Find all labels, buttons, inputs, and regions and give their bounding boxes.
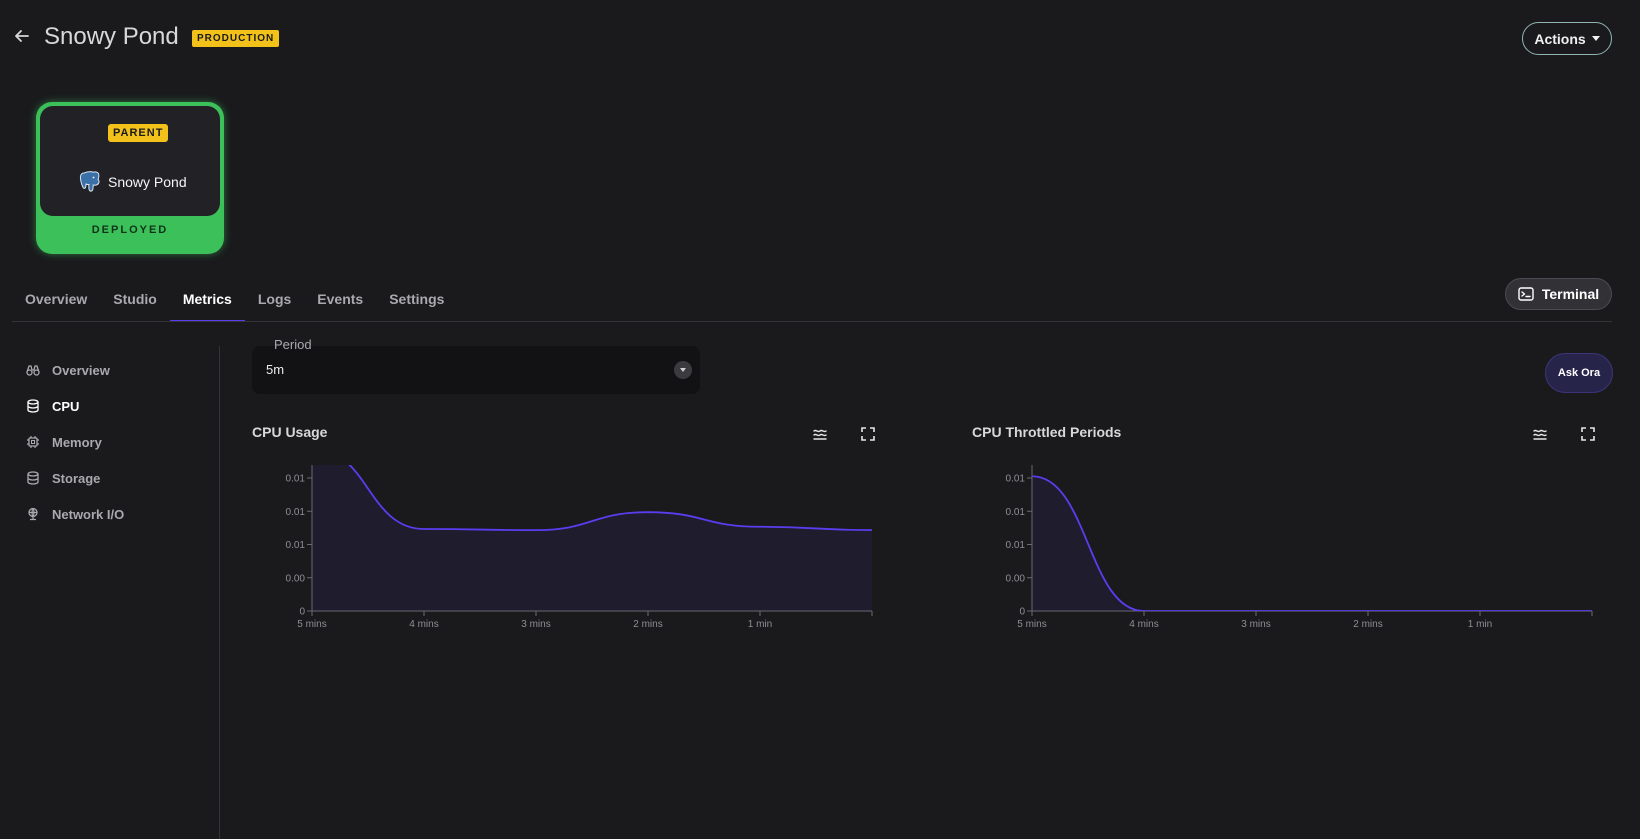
terminal-icon — [1518, 287, 1534, 301]
side-nav-label: Storage — [52, 470, 101, 486]
chart-expand-button[interactable] — [1574, 420, 1602, 448]
chart-title: CPU Usage — [252, 424, 328, 440]
approx-lines-icon — [1533, 429, 1547, 440]
terminal-button[interactable]: Terminal — [1505, 278, 1612, 310]
y-tick-label: 0.01 — [286, 474, 306, 485]
tab-metrics[interactable]: Metrics — [169, 284, 245, 322]
period-value: 5m — [266, 362, 285, 377]
expand-icon — [861, 427, 875, 441]
ask-ora-button[interactable]: Ask Ora — [1545, 353, 1613, 393]
side-nav-label: CPU — [52, 398, 80, 414]
side-nav-memory[interactable]: Memory — [20, 424, 210, 460]
side-nav-label: Network I/O — [52, 506, 125, 522]
x-tick-label: 5 mins — [1017, 619, 1046, 630]
period-label: Period — [274, 337, 312, 352]
cpu-usage-chart: 0 0.00 0.01 0.01 0.01 5 mins 4 mins 3 mins 2 min… — [286, 465, 873, 630]
x-tick-label: 3 mins — [521, 619, 550, 630]
node-name: Snowy Pond — [108, 174, 187, 190]
page-title: Snowy Pond — [44, 23, 179, 50]
y-tick-label: 0.01 — [1006, 540, 1026, 551]
globe-icon — [28, 507, 38, 521]
node-name-row: Snowy Pond — [78, 170, 187, 194]
chevron-down-icon — [674, 361, 692, 379]
side-nav-overview[interactable]: Overview — [20, 352, 210, 388]
side-nav-network-io[interactable]: Network I/O — [20, 496, 210, 532]
x-tick-label: 3 mins — [1241, 619, 1270, 630]
cpu-throttled-chart-panel: CPU Throttled Periods 0 0.00 0.01 0.01 0.01 5… — [972, 420, 1612, 640]
x-tick-label: 4 mins — [409, 619, 438, 630]
tabs-divider — [12, 321, 1612, 322]
y-tick-label: 0.01 — [1006, 507, 1026, 518]
period-select[interactable]: 5m — [252, 346, 700, 394]
metrics-side-nav: Overview CPU Memory Storage Network I/O — [20, 352, 210, 532]
series-area — [312, 465, 872, 611]
y-tick-label: 0 — [1019, 607, 1025, 618]
chip-icon — [27, 436, 39, 448]
side-nav-cpu[interactable]: CPU — [20, 388, 210, 424]
cpu-usage-chart-panel: CPU Usage 0 0.00 0.01 0.01 0.01 5 mins 4 mins 3… — [252, 420, 892, 640]
actions-label: Actions — [1534, 30, 1586, 47]
x-tick-label: 2 mins — [633, 619, 662, 630]
tab-events[interactable]: Events — [317, 291, 364, 307]
series-line — [1032, 475, 1592, 611]
side-nav-divider — [219, 346, 220, 839]
postgres-elephant-icon — [79, 171, 100, 192]
database-icon — [27, 471, 39, 485]
binoculars-icon — [26, 365, 40, 376]
side-nav-storage[interactable]: Storage — [20, 460, 210, 496]
y-tick-label: 0.01 — [286, 507, 306, 518]
page-header: Snowy Pond PRODUCTION Actions — [0, 0, 1640, 76]
main-tabs: Overview Studio Metrics Logs Events Sett… — [12, 284, 457, 322]
approx-lines-icon — [813, 429, 827, 440]
chart-expand-button[interactable] — [854, 420, 882, 448]
tab-logs[interactable]: Logs — [257, 291, 292, 307]
caret-down-icon — [1591, 36, 1600, 41]
expand-icon — [1581, 427, 1595, 441]
arrow-left-icon — [15, 30, 29, 42]
side-nav-label: Memory — [52, 434, 102, 450]
x-tick-label: 2 mins — [1353, 619, 1382, 630]
x-tick-label: 1 min — [1468, 619, 1492, 630]
cpu-throttled-chart: 0 0.00 0.01 0.01 0.01 5 mins 4 mins 3 mins 2 min… — [1006, 465, 1593, 630]
x-tick-label: 1 min — [748, 619, 772, 630]
parent-badge: PARENT — [108, 124, 169, 142]
y-tick-label: 0.01 — [286, 540, 306, 551]
y-tick-label: 0.00 — [286, 573, 306, 584]
chart-title: CPU Throttled Periods — [972, 424, 1122, 440]
series-line — [348, 465, 872, 532]
x-tick-label: 4 mins — [1129, 619, 1158, 630]
database-node-card[interactable]: PARENT Snowy Pond DEPLOYED — [36, 102, 224, 254]
actions-button[interactable]: Actions — [1522, 22, 1612, 55]
back-button[interactable] — [10, 24, 34, 48]
x-tick-label: 5 mins — [297, 619, 326, 630]
side-nav-label: Overview — [52, 362, 110, 378]
tab-settings[interactable]: Settings — [389, 291, 445, 307]
node-card-body: PARENT Snowy Pond — [40, 106, 220, 216]
y-tick-label: 0.00 — [1006, 573, 1026, 584]
terminal-label: Terminal — [1541, 286, 1600, 302]
chart-style-button[interactable] — [806, 420, 834, 448]
deployment-status: DEPLOYED — [91, 224, 169, 236]
database-icon — [27, 399, 39, 413]
tab-studio[interactable]: Studio — [113, 291, 157, 307]
environment-badge: PRODUCTION — [192, 30, 280, 47]
chart-style-button[interactable] — [1526, 420, 1554, 448]
series-area — [1032, 476, 1592, 611]
y-tick-label: 0.01 — [1006, 474, 1026, 485]
tab-overview[interactable]: Overview — [25, 291, 88, 307]
y-tick-label: 0 — [299, 607, 305, 618]
